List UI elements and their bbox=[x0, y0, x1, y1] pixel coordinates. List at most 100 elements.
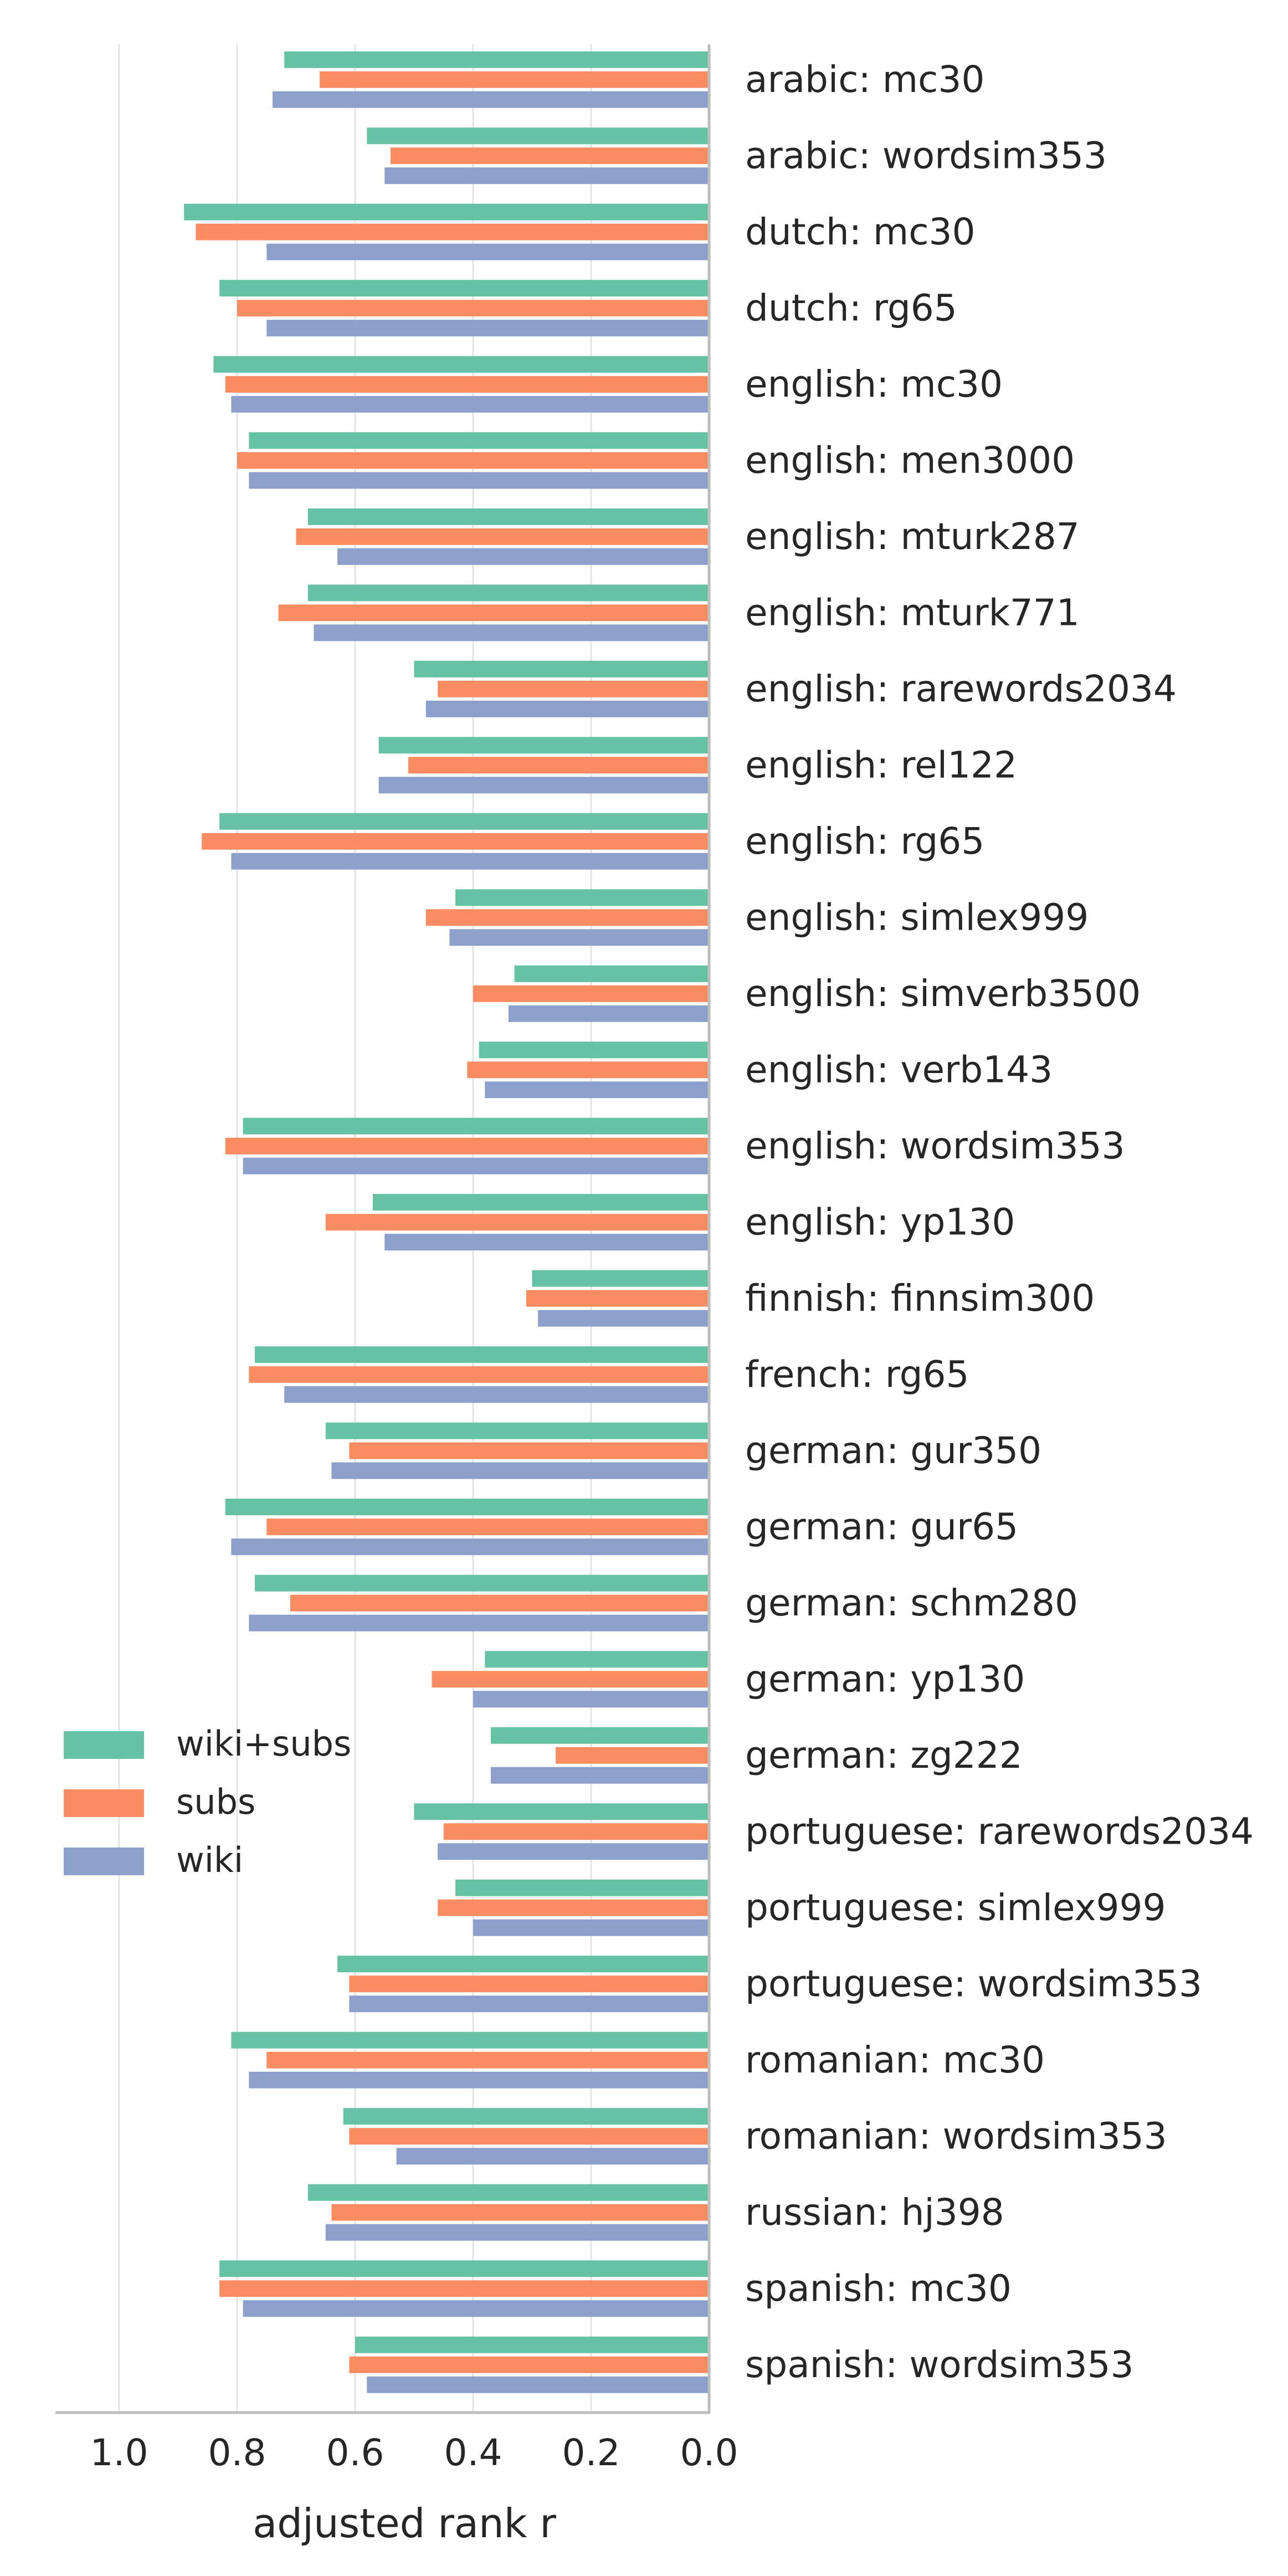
bar-wiki-8 bbox=[425, 700, 709, 717]
bar-wiki-16 bbox=[538, 1310, 709, 1327]
bar-wiki-subs-23 bbox=[414, 1803, 709, 1820]
bar-wiki-subs-21 bbox=[485, 1651, 709, 1668]
bar-subs-25 bbox=[349, 1975, 709, 1993]
bar-subs-19 bbox=[266, 1518, 709, 1536]
bar-subs-16 bbox=[526, 1290, 709, 1307]
legend: wiki+subs subs wiki bbox=[64, 1723, 351, 1880]
bars bbox=[184, 51, 710, 2393]
bar-wiki-27 bbox=[396, 2148, 709, 2165]
x-tick-label-3: 0.4 bbox=[444, 2431, 502, 2474]
bar-wiki-subs-29 bbox=[219, 2260, 709, 2277]
bar-wiki-0 bbox=[272, 91, 709, 108]
bar-wiki-subs-27 bbox=[343, 2108, 709, 2125]
bar-subs-9 bbox=[408, 757, 709, 774]
bar-subs-23 bbox=[443, 1823, 709, 1840]
legend-label-subs: subs bbox=[176, 1782, 255, 1822]
bar-subs-4 bbox=[225, 376, 709, 393]
category-label-4: english: mc30 bbox=[745, 363, 1003, 406]
bar-subs-22 bbox=[556, 1747, 709, 1764]
bar-subs-29 bbox=[219, 2280, 709, 2297]
bar-wiki-subs-26 bbox=[231, 2031, 710, 2049]
bar-wiki-2 bbox=[266, 243, 709, 260]
category-label-10: english: rg65 bbox=[745, 820, 984, 863]
x-tick-label-1: 0.8 bbox=[208, 2431, 266, 2474]
category-labels: arabic: mc30 arabic: wordsim353 dutch: mc3… bbox=[745, 58, 1254, 2386]
bar-wiki-subs-14 bbox=[243, 1117, 709, 1135]
category-label-16: finnish: finnsim300 bbox=[745, 1277, 1095, 1320]
bar-wiki-subs-4 bbox=[213, 356, 709, 373]
legend-label-wiki: wiki bbox=[176, 1840, 243, 1880]
bar-wiki-subs-22 bbox=[490, 1727, 709, 1744]
bar-subs-2 bbox=[196, 223, 709, 240]
bar-subs-26 bbox=[266, 2051, 709, 2069]
bar-wiki-3 bbox=[266, 320, 709, 337]
x-tick-label-4: 0.2 bbox=[562, 2431, 620, 2474]
legend-swatch-wiki-subs bbox=[64, 1731, 144, 1759]
category-label-5: english: men3000 bbox=[745, 439, 1075, 481]
bar-wiki-subs-28 bbox=[307, 2184, 709, 2201]
bar-wiki-23 bbox=[438, 1843, 709, 1860]
bar-subs-17 bbox=[249, 1366, 709, 1383]
category-label-6: english: mturk287 bbox=[745, 515, 1080, 558]
bar-subs-8 bbox=[438, 680, 709, 697]
bar-wiki-18 bbox=[331, 1462, 709, 1479]
bar-wiki-subs-3 bbox=[219, 280, 709, 297]
category-label-0: arabic: mc30 bbox=[745, 58, 984, 101]
category-label-29: spanish: mc30 bbox=[745, 2267, 1012, 2310]
category-label-12: english: simverb3500 bbox=[745, 972, 1141, 1015]
bar-subs-14 bbox=[225, 1137, 709, 1154]
bar-wiki-subs-16 bbox=[532, 1270, 709, 1287]
category-label-19: german: gur65 bbox=[745, 1505, 1018, 1548]
bar-wiki-subs-11 bbox=[455, 889, 709, 906]
bar-subs-5 bbox=[237, 452, 709, 469]
bar-wiki-subs-15 bbox=[372, 1194, 709, 1211]
bar-wiki-10 bbox=[231, 853, 710, 870]
category-label-22: german: zg222 bbox=[745, 1734, 1023, 1777]
bar-wiki-22 bbox=[490, 1767, 709, 1784]
x-tick-label-0: 1.0 bbox=[90, 2431, 148, 2474]
bar-subs-21 bbox=[432, 1671, 709, 1688]
bar-wiki-subs-25 bbox=[337, 1956, 709, 1973]
bar-wiki-17 bbox=[284, 1386, 709, 1403]
bar-wiki-1 bbox=[384, 167, 709, 184]
legend-label-wiki-subs: wiki+subs bbox=[176, 1723, 351, 1764]
bar-wiki-7 bbox=[314, 624, 709, 642]
bar-wiki-subs-6 bbox=[307, 508, 709, 525]
bar-subs-6 bbox=[296, 528, 709, 545]
category-label-9: english: rel122 bbox=[745, 743, 1017, 786]
bar-wiki-subs-0 bbox=[284, 51, 709, 68]
category-label-28: russian: hj398 bbox=[745, 2191, 1004, 2234]
category-label-3: dutch: rg65 bbox=[745, 286, 957, 329]
legend-swatch-subs bbox=[64, 1789, 144, 1817]
bar-wiki-5 bbox=[249, 472, 709, 489]
bar-wiki-subs-7 bbox=[307, 584, 709, 602]
bar-wiki-subs-19 bbox=[225, 1499, 709, 1516]
bar-subs-20 bbox=[290, 1594, 709, 1612]
category-label-17: french: rg65 bbox=[745, 1353, 969, 1395]
category-label-30: spanish: wordsim353 bbox=[745, 2343, 1134, 2386]
category-label-1: arabic: wordsim353 bbox=[745, 134, 1107, 177]
bar-wiki-subs-1 bbox=[367, 127, 709, 145]
bar-wiki-subs-5 bbox=[249, 432, 709, 449]
bar-wiki-19 bbox=[231, 1538, 710, 1556]
bar-subs-11 bbox=[425, 909, 709, 926]
bar-subs-12 bbox=[473, 985, 709, 1002]
bar-wiki-14 bbox=[243, 1157, 709, 1174]
x-ticks: 1.0 0.8 0.6 0.4 0.2 0.0 bbox=[90, 2431, 738, 2474]
x-tick-label-2: 0.6 bbox=[326, 2431, 384, 2474]
category-label-25: portuguese: wordsim353 bbox=[745, 1962, 1202, 2005]
bar-subs-15 bbox=[325, 1214, 709, 1231]
bar-wiki-25 bbox=[349, 1995, 709, 2013]
bar-wiki-6 bbox=[337, 548, 709, 565]
bar-wiki-15 bbox=[384, 1234, 709, 1251]
bar-subs-28 bbox=[331, 2204, 709, 2221]
bar-subs-18 bbox=[349, 1442, 709, 1459]
bar-wiki-9 bbox=[378, 777, 709, 794]
bar-wiki-subs-17 bbox=[254, 1346, 709, 1363]
bar-subs-10 bbox=[202, 833, 710, 850]
bar-subs-13 bbox=[467, 1061, 709, 1079]
x-axis-label: adjusted rank r bbox=[253, 2500, 556, 2547]
bar-wiki-11 bbox=[449, 929, 709, 946]
category-label-23: portuguese: rarewords2034 bbox=[745, 1810, 1254, 1853]
